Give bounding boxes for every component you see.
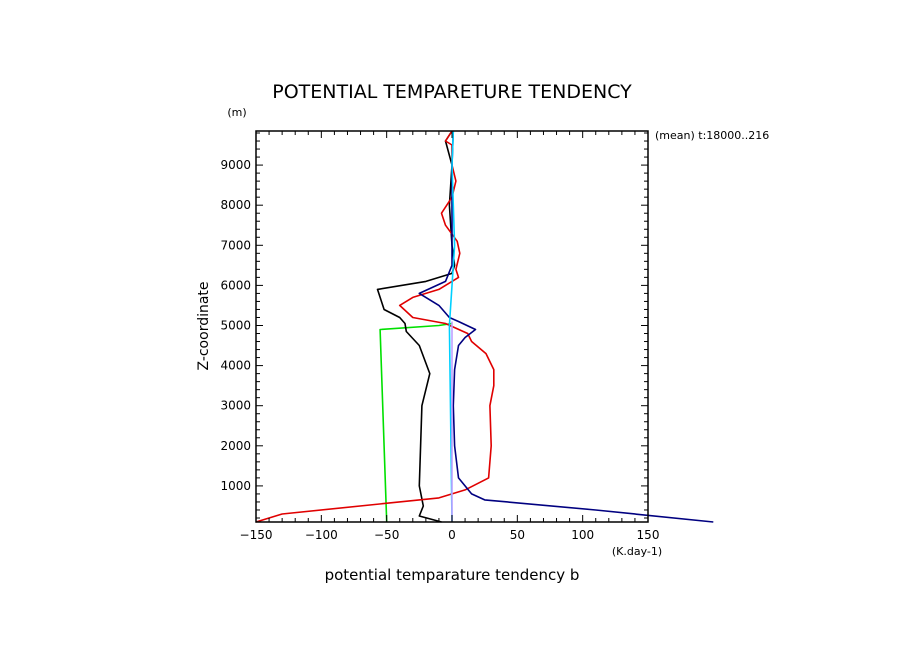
x-axis-label: potential temparature tendency b (325, 566, 580, 584)
x-tick-label: 100 (571, 528, 594, 542)
x-tick-label: −150 (240, 528, 273, 542)
x-unit-label: (K.day-1) (612, 545, 662, 558)
chart-title: POTENTIAL TEMPARETURE TENDENCY (272, 81, 632, 103)
y-tick-label: 5000 (220, 318, 251, 332)
series-line-2 (376, 130, 456, 523)
x-tick-label: 0 (448, 528, 456, 542)
series-line-1 (379, 322, 453, 523)
x-tick-label: −50 (374, 528, 399, 542)
series-line-4 (418, 130, 714, 523)
y-tick-label: 4000 (220, 359, 251, 373)
y-tick-label: 3000 (220, 399, 251, 413)
y-unit-label: (m) (227, 106, 246, 119)
y-axis-label: Z-coordinate (196, 281, 212, 370)
y-tick-label: 6000 (220, 278, 251, 292)
ticks-layer: −150 −100 −50 0 50 100 150 1000 2000 3000 4000 5000… (220, 131, 659, 542)
y-tick-label: 1000 (220, 479, 251, 493)
series-line-3 (255, 130, 495, 523)
y-tick-label: 2000 (220, 439, 251, 453)
series-line-5 (448, 130, 456, 523)
y-tick-label: 8000 (220, 198, 251, 212)
x-tick-label: 150 (637, 528, 660, 542)
y-tick-label: 7000 (220, 238, 251, 252)
series-layer (255, 130, 714, 523)
y-tick-label: 9000 (220, 158, 251, 172)
x-tick-label: 50 (510, 528, 525, 542)
time-annotation: (mean) t:18000..216 (655, 129, 769, 142)
x-tick-label: −100 (305, 528, 338, 542)
